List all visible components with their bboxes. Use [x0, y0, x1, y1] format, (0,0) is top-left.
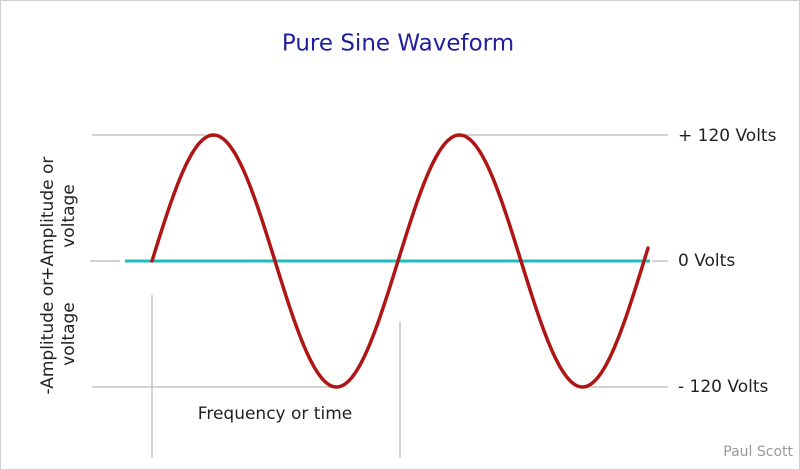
positive-amplitude-label: +Amplitude or voltage [38, 151, 79, 281]
negative-amplitude-label: -Amplitude or voltage [38, 273, 79, 394]
sine-wave [150, 133, 650, 389]
level-label: - 120 Volts [678, 377, 768, 397]
credit: Paul Scott [723, 444, 793, 460]
label-line: voltage [59, 302, 79, 366]
time-label: Frequency or time [198, 404, 352, 424]
title: Pure Sine Waveform [282, 31, 514, 57]
level-label: 0 Volts [678, 251, 735, 271]
level-label: + 120 Volts [678, 126, 777, 146]
label-line: voltage [59, 184, 79, 248]
label-line: +Amplitude or [38, 157, 58, 281]
label-line: -Amplitude or [38, 279, 58, 395]
